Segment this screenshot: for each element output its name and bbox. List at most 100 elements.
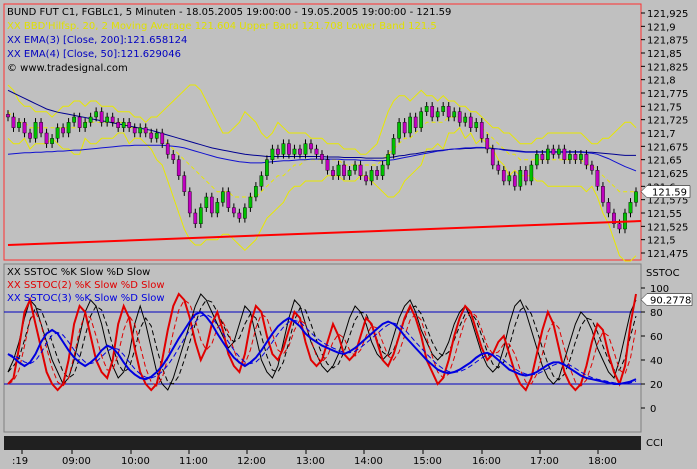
candle bbox=[612, 208, 616, 228]
legend-entry: XX SSTOC(3) %K Slow %D Slow bbox=[7, 293, 165, 304]
candle bbox=[562, 144, 567, 164]
price-panel[interactable] bbox=[3, 3, 642, 261]
time-tick-label: 13:00 bbox=[296, 456, 325, 467]
price-tick-label: 121,8 bbox=[647, 76, 676, 87]
cci-panel bbox=[4, 436, 641, 450]
candle bbox=[309, 139, 313, 154]
candle bbox=[435, 107, 440, 122]
candle bbox=[105, 112, 110, 127]
price-legend: BUND FUT C1, FGBLc1, 5 Minuten - 18.05.2… bbox=[7, 7, 451, 74]
candle bbox=[485, 134, 490, 154]
price-tick-label: 121,825 bbox=[647, 62, 688, 73]
candle bbox=[573, 150, 578, 164]
candle bbox=[413, 112, 418, 132]
oscillator-tick-label: 0 bbox=[650, 404, 656, 415]
price-tick-label: 121,475 bbox=[647, 249, 688, 260]
candle bbox=[369, 166, 374, 186]
price-tick-label: 121,85 bbox=[647, 49, 682, 60]
candle bbox=[198, 203, 203, 228]
candle bbox=[243, 203, 247, 223]
oscillator-axis: 100 80 60 40 20 0 bbox=[641, 284, 669, 415]
legend-entry: XX SSTOC %K Slow %D Slow bbox=[7, 267, 150, 278]
price-tick-label: 121,65 bbox=[647, 156, 682, 167]
candle bbox=[39, 118, 43, 138]
candlesticks bbox=[6, 102, 638, 234]
stoch-d-line bbox=[7, 299, 637, 387]
price-tick-label: 121,775 bbox=[647, 89, 688, 100]
candle bbox=[44, 128, 49, 148]
oscillator-tick-label: 60 bbox=[650, 332, 663, 343]
candle bbox=[99, 107, 104, 127]
price-tick-label: 121,625 bbox=[647, 169, 688, 180]
candle bbox=[17, 118, 21, 132]
candle bbox=[116, 118, 121, 132]
support-trendline[interactable] bbox=[7, 220, 642, 246]
candle bbox=[237, 208, 242, 223]
candle bbox=[165, 139, 170, 159]
candle bbox=[551, 144, 556, 159]
candle bbox=[22, 118, 27, 138]
candle bbox=[121, 118, 126, 132]
candle bbox=[568, 150, 572, 164]
candle bbox=[154, 128, 159, 143]
candle bbox=[441, 102, 446, 116]
stochastic-lines bbox=[7, 292, 637, 392]
candle bbox=[546, 144, 550, 164]
price-tick-label: 121,875 bbox=[647, 36, 688, 47]
candle bbox=[446, 102, 451, 122]
candle bbox=[336, 160, 341, 180]
legend-entry: XX EMA(4) [Close, 50]:121.629046 bbox=[7, 49, 181, 60]
candle bbox=[303, 139, 308, 159]
candle bbox=[452, 107, 457, 122]
oscillator-axis-title: SSTOC bbox=[646, 268, 680, 279]
last-price-label: 121.59 bbox=[652, 188, 687, 199]
price-tick-label: 121,725 bbox=[647, 116, 688, 127]
candle bbox=[298, 144, 302, 159]
candle bbox=[353, 160, 357, 175]
legend-entry: XX SSTOC(2) %K Slow %D Slow bbox=[7, 280, 165, 291]
candle bbox=[314, 144, 319, 159]
candle bbox=[501, 166, 506, 186]
time-tick-label: 15:00 bbox=[413, 456, 442, 467]
legend-entry: BUND FUT C1, FGBLc1, 5 Minuten - 18.05.2… bbox=[7, 7, 451, 18]
time-tick-label: 17:00 bbox=[530, 456, 559, 467]
time-tick-label: 16:00 bbox=[472, 456, 501, 467]
candle bbox=[606, 198, 611, 218]
candle bbox=[507, 171, 512, 186]
candle bbox=[182, 171, 187, 196]
candle bbox=[88, 112, 93, 127]
candle bbox=[77, 112, 82, 132]
oscillator-levels bbox=[4, 311, 641, 385]
oscillator-panel[interactable] bbox=[3, 263, 642, 433]
candle bbox=[292, 144, 297, 159]
candle bbox=[347, 166, 352, 180]
price-tick-label: 121,55 bbox=[647, 209, 682, 220]
candle bbox=[110, 112, 115, 127]
candle bbox=[634, 187, 638, 207]
candle bbox=[590, 160, 594, 175]
candle bbox=[149, 128, 154, 143]
candle bbox=[601, 182, 605, 207]
price-tick-label: 121,9 bbox=[647, 22, 676, 33]
candle bbox=[463, 112, 468, 127]
price-tick-label: 121,675 bbox=[647, 142, 688, 153]
oscillator-tick-label: 40 bbox=[650, 356, 663, 367]
time-tick-label: 11:00 bbox=[179, 456, 208, 467]
candle bbox=[143, 123, 148, 138]
candle bbox=[209, 192, 214, 218]
price-axis: 121,925 121,9 121,875 121,85 121,825 121,8 121… bbox=[641, 9, 688, 260]
candle bbox=[270, 144, 275, 164]
last-value-marker: 90.2778 bbox=[640, 293, 693, 307]
price-tick-label: 121,525 bbox=[647, 222, 688, 233]
candle bbox=[325, 155, 330, 175]
candle bbox=[628, 198, 633, 218]
candle bbox=[171, 150, 176, 164]
candle bbox=[584, 150, 589, 170]
candle bbox=[529, 160, 534, 186]
candle bbox=[320, 150, 324, 164]
candle bbox=[579, 150, 583, 164]
candle bbox=[220, 187, 225, 207]
candle bbox=[518, 166, 523, 191]
candle bbox=[254, 182, 258, 202]
stoch-d-line bbox=[7, 313, 637, 385]
